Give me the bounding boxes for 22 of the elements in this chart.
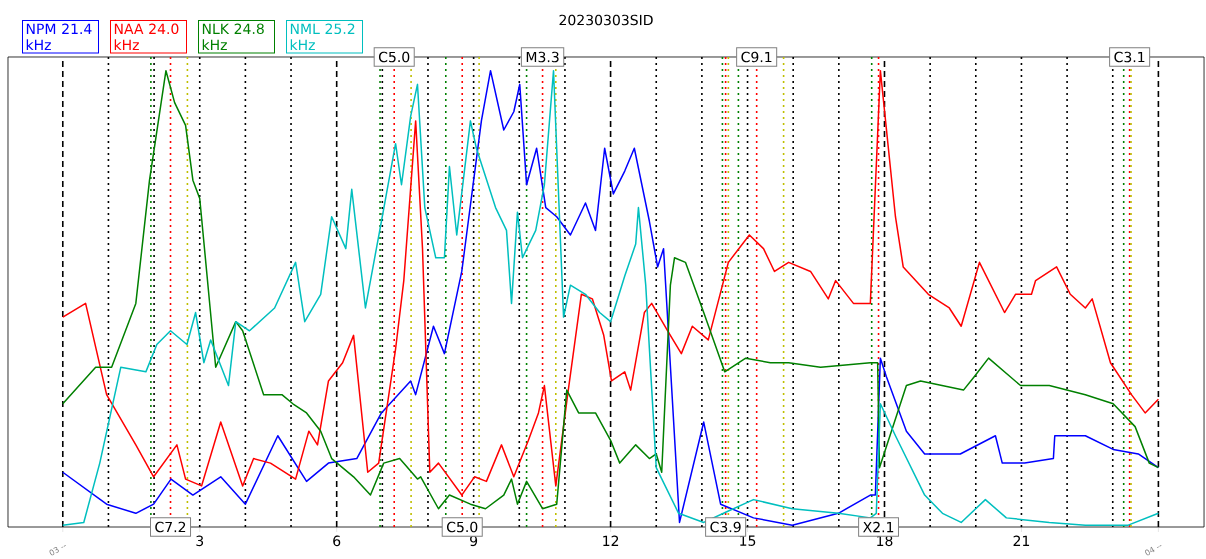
x-tick-label: 21 xyxy=(1013,535,1030,546)
x-tick-label: 15 xyxy=(740,535,756,546)
text: NLK 24.8 kHz xyxy=(202,23,264,50)
annotation: C5.0 xyxy=(378,51,410,63)
text: NPM 21.4 kHz xyxy=(26,23,92,50)
x-tick-label: 12 xyxy=(603,535,619,546)
x-tick-label: 3 xyxy=(196,535,204,547)
annotation: X2.1 xyxy=(863,521,894,533)
annotation: C3.9 xyxy=(710,521,741,533)
annotation: C5.0 xyxy=(446,521,478,533)
annotation: M3.3 xyxy=(526,51,559,63)
x-tick-label: 18 xyxy=(877,535,893,547)
annotation: C7.2 xyxy=(155,521,186,533)
chart-title: 20230303SID xyxy=(559,14,653,26)
text: NAA 24.0 kHz xyxy=(114,23,179,50)
x-tick-label: 6 xyxy=(333,535,341,547)
text: NML 25.2 kHz xyxy=(290,23,355,50)
x-tick-label: 9 xyxy=(470,535,478,547)
annotation: 03 -- xyxy=(49,545,66,556)
annotation: 04 -- xyxy=(1145,545,1162,556)
annotation: C3.1 xyxy=(1114,51,1145,63)
annotation: C9.1 xyxy=(741,51,772,63)
